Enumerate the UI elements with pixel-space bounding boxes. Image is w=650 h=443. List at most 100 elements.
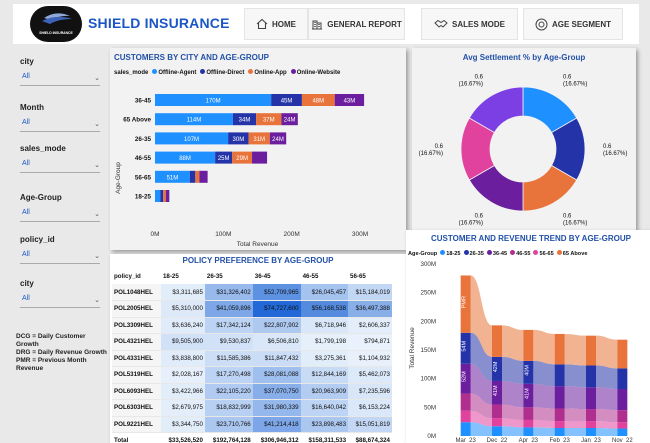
table-row[interactable]: POL4321HEL $9,505,900 $9,530,837 $6,506,810… [112, 333, 392, 351]
legend-title: Age-Group [408, 250, 438, 257]
bar-segment [232, 113, 257, 126]
category-label: 36-45 [135, 98, 152, 105]
filter-label: city [20, 279, 34, 288]
donut-value-label: 0.6 [563, 75, 572, 81]
table-row[interactable]: POL6093HEL $3,422,966 $22,105,220 $37,070,7… [112, 383, 392, 400]
ribbon-column-segment [492, 356, 502, 381]
handshake-icon [434, 19, 448, 28]
ribbon-column-segment [617, 388, 628, 411]
bar-chart-svg: 0M 100M 200M 300M Total Revenue Age-Group 36-4… [115, 94, 368, 248]
ribbon-band [564, 386, 586, 410]
table-row[interactable]: POL6303HEL $2,679,975 $18,832,999 $31,980,3… [112, 399, 392, 417]
revenue-cell: $52,709,965 [252, 284, 301, 301]
table-row[interactable]: POL3309HEL $3,636,240 $17,342,124 $22,807,9… [112, 317, 392, 334]
ribbon-column-segment [617, 339, 628, 369]
x-tick-label: Mar_23 [455, 438, 476, 443]
filter-label: policy_id [20, 235, 55, 244]
chevron-down-icon: ⌄ [94, 211, 100, 218]
filter-city-2-dropdown[interactable]: All [20, 295, 100, 308]
revenue-cell: $3,311,685 [160, 284, 205, 301]
column-header[interactable]: 26-35 [206, 272, 223, 280]
bar-segment [269, 132, 287, 145]
filter-city-dropdown[interactable]: All [20, 73, 100, 86]
donut-percent-label: (16.67%) [459, 82, 483, 88]
x-tick-label: Apr_23 [519, 438, 539, 443]
revenue-cell: $3,636,240 [160, 317, 205, 334]
category-label: 18-25 [135, 194, 152, 201]
revenue-cell: $41,059,896 [204, 300, 253, 318]
home-icon [256, 18, 268, 30]
filter-label: Age-Group [20, 193, 62, 202]
donut-value-label: 0.6 [563, 213, 572, 219]
total-label-cell: Total [112, 432, 161, 443]
trend-panel: CUSTOMER AND REVENUE TREND BY AGE-GROUP … [406, 230, 650, 443]
table-row[interactable]: POL9221HEL $3,344,750 $23,710,766 $41,214,4… [112, 416, 392, 433]
ribbon-column-segment [460, 393, 471, 411]
customers-by-city-panel: CUSTOMERS BY CITY AND AGE-GROUP sales_mo… [110, 48, 406, 250]
revenue-cell: $2,028,167 [160, 366, 205, 384]
filter-month-dropdown[interactable]: All [20, 119, 100, 132]
x-tick-label: 100M [215, 231, 231, 238]
nav-age-segment-button[interactable]: AGE SEGMENT [523, 8, 623, 40]
ribbon-column-segment [554, 333, 565, 365]
filter-city-2: city All ⌄ [13, 276, 107, 316]
column-header[interactable]: 46-55 [302, 272, 319, 280]
filter-policy-id-dropdown[interactable]: All [20, 251, 100, 264]
ribbon-band [533, 427, 555, 436]
ribbon-column-segment [554, 364, 565, 387]
nav-general-report-button[interactable]: GENERAL REPORT [308, 8, 405, 40]
column-header[interactable]: 36-45 [254, 272, 271, 280]
revenue-cell: $3,422,966 [160, 383, 205, 400]
column-header[interactable]: 56-65 [350, 272, 366, 280]
column-header[interactable]: policy_id [114, 272, 141, 280]
ribbon-column-segment [554, 421, 565, 428]
policy-id-cell: POL6303HEL [112, 399, 161, 417]
revenue-cell: $17,342,124 [204, 317, 253, 334]
chevron-down-icon: ⌄ [94, 253, 100, 260]
filter-sales-mode-dropdown[interactable]: All [20, 160, 100, 173]
ribbon-band [596, 387, 618, 411]
policy-id-cell: POL6093HEL [112, 383, 161, 400]
nav-home-button[interactable]: HOME [244, 8, 308, 40]
table-row[interactable]: POL5319HEL $2,028,167 $17,270,498 $28,081,0… [112, 366, 392, 384]
donut-slice [468, 86, 524, 134]
revenue-cell: $2,679,975 [160, 399, 205, 417]
x-tick-label: Dec_22 [487, 438, 508, 443]
ribbon-column-segment [617, 410, 628, 423]
revenue-cell: $9,530,837 [204, 333, 253, 351]
policy-preference-panel: POLICY PREFERENCE BY AGE-GROUP policy_id… [110, 254, 406, 443]
donut-value-label: 0.6 [475, 75, 484, 81]
legend-item-online-website: Online-Website [290, 69, 340, 76]
ribbon-data-label: 54M [462, 341, 468, 352]
bar-segment [271, 94, 302, 106]
shield-logo-icon: SHIELD INSURANCE [39, 13, 73, 35]
nav-sales-mode-button[interactable]: SALES MODE [421, 8, 518, 40]
logo-text: SHIELD INSURANCE [39, 31, 73, 35]
revenue-cell: $3,344,750 [160, 416, 205, 433]
ribbon-column-segment [460, 363, 471, 394]
bar-segment [155, 190, 161, 202]
policy-id-cell: POL1048HEL [112, 284, 161, 301]
revenue-cell: $74,727,600 [252, 300, 301, 318]
policy-table: policy_id 18-25 26-35 36-45 46-55 56-65 POL104… [112, 268, 392, 443]
table-row[interactable]: POL2005HEL $5,310,000 $41,059,896 $74,727,6… [112, 300, 392, 318]
policy-table-title: POLICY PREFERENCE BY AGE-GROUP [182, 256, 334, 265]
policy-id-cell: POL4321HEL [112, 333, 161, 351]
ribbon-band [502, 380, 524, 408]
table-row[interactable]: POL4331HEL $3,838,800 $11,585,386 $11,847,4… [112, 350, 392, 367]
bar-data-label: 88M [179, 156, 191, 162]
ribbon-data-label: 40M [524, 365, 530, 376]
ribbon-column-segment [523, 360, 534, 384]
bar-segment [165, 190, 170, 202]
policy-id-cell: POL2005HEL [112, 300, 161, 318]
ribbon-band [564, 427, 586, 436]
revenue-cell: $11,847,432 [252, 350, 301, 367]
filter-age-group-dropdown[interactable]: All [20, 209, 100, 222]
ribbon-band [564, 364, 586, 388]
column-header[interactable]: 18-25 [162, 272, 179, 280]
table-row[interactable]: POL1048HEL $3,311,685 $31,326,402 $52,709,9… [112, 284, 392, 301]
bar-segment [155, 151, 216, 164]
x-axis-label: Total Revenue [237, 241, 279, 248]
avg-settlement-panel: Avg Settlement % by Age-Group 0.6 (16.67%… [412, 48, 636, 230]
